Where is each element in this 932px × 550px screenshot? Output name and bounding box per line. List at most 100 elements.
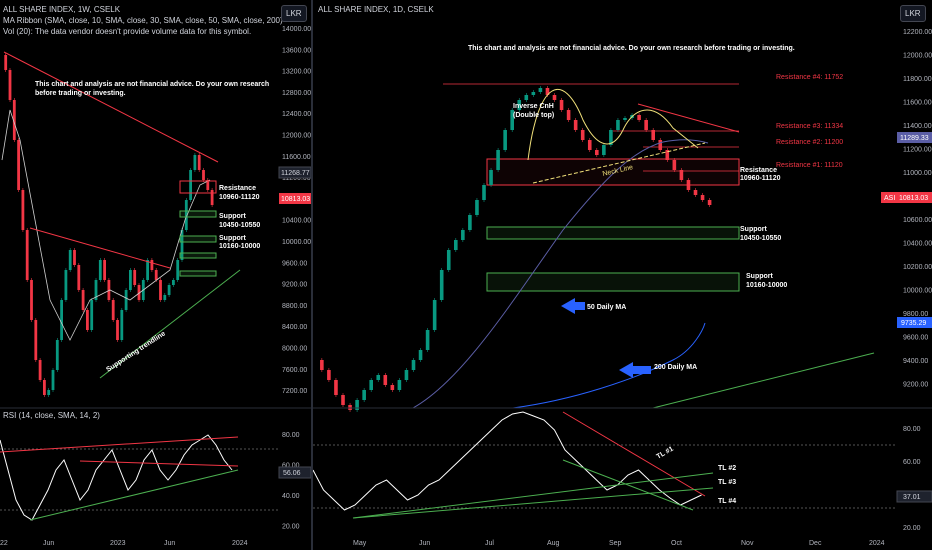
weekly-rsi-legend: RSI (14, close, SMA, 14, 2) xyxy=(3,411,100,420)
daily-resistance-zone[interactable] xyxy=(486,158,740,186)
candle-body xyxy=(120,310,124,340)
daily-50ma-label: 50 Daily MA xyxy=(587,304,626,311)
candle-body xyxy=(665,150,670,160)
candle-body xyxy=(133,270,137,285)
weekly-price-badge-1: 11268.77 xyxy=(281,170,310,177)
daily-rsi-tl2[interactable] xyxy=(352,472,714,519)
candle-body xyxy=(482,185,486,200)
daily-neckline[interactable] xyxy=(532,142,706,184)
candle-body xyxy=(116,320,119,340)
candle-body xyxy=(573,120,578,130)
candle-body xyxy=(30,280,33,320)
price-tick: 11000.00 xyxy=(903,170,932,177)
candle-body xyxy=(4,55,8,70)
candle-body xyxy=(17,140,20,190)
weekly-rsi-support[interactable] xyxy=(29,469,239,521)
candle-body xyxy=(197,155,201,170)
weekly-resistance-zone[interactable] xyxy=(179,180,217,194)
daily-rsi-tl1[interactable] xyxy=(562,411,706,497)
daily-support1-range: 10450-10550 xyxy=(740,235,781,242)
daily-cup-arc[interactable] xyxy=(527,89,699,161)
candle-body xyxy=(103,260,106,280)
price-tick: 11200.00 xyxy=(282,175,311,182)
candle-body xyxy=(602,145,606,155)
candle-body xyxy=(686,180,691,190)
time-tick: Aug xyxy=(547,540,560,547)
weekly-support2-label: Support xyxy=(219,235,246,242)
weekly-chart-svg[interactable]: 14000.00 13600.00 13200.00 12800.00 12400.00… xyxy=(0,0,311,550)
time-tick: Jun xyxy=(419,540,430,547)
daily-support-zone-1[interactable] xyxy=(486,226,740,240)
daily-chart-svg[interactable]: 12200.00 12000.00 11800.00 11600.00 11400.00… xyxy=(313,0,932,550)
candle-body xyxy=(679,170,684,180)
time-tick: Sep xyxy=(609,540,622,547)
weekly-price-badge-2: 10813.03 xyxy=(281,196,310,203)
price-tick: 9600.00 xyxy=(903,335,928,342)
daily-upper-trendline[interactable] xyxy=(637,103,740,133)
weekly-disclaimer-line1: This chart and analysis are not financia… xyxy=(35,81,269,88)
candle-body xyxy=(489,170,493,185)
weekly-support2-range: 10160-10000 xyxy=(219,243,260,250)
candle-body xyxy=(55,340,59,370)
candle-body xyxy=(129,270,132,290)
weekly-currency-button[interactable]: LKR xyxy=(281,5,307,22)
price-tick: 11600.00 xyxy=(903,100,932,107)
weekly-rsi-resistance-2[interactable] xyxy=(79,460,239,467)
weekly-rsi-line xyxy=(0,434,233,521)
candle-body xyxy=(167,285,171,295)
weekly-support-trendline[interactable] xyxy=(99,269,241,379)
candle-body xyxy=(34,320,38,360)
price-tick: 60.00 xyxy=(903,459,921,466)
candle-body xyxy=(90,300,94,330)
weekly-chart-pane[interactable]: 14000.00 13600.00 13200.00 12800.00 12400.00… xyxy=(0,0,311,550)
time-tick: Nov xyxy=(741,540,754,547)
daily-rsi-tl4[interactable] xyxy=(562,459,694,511)
weekly-support-zone-2[interactable] xyxy=(179,235,217,243)
candle-body xyxy=(25,230,29,280)
candle-body xyxy=(580,130,585,140)
candle-body xyxy=(12,100,16,140)
daily-rsi-tl3[interactable] xyxy=(352,487,714,519)
price-tick: 9800.00 xyxy=(903,311,928,318)
candle-body xyxy=(496,150,500,170)
daily-200ma-line[interactable] xyxy=(512,322,706,409)
weekly-rsi-resistance-1[interactable] xyxy=(0,436,239,453)
weekly-resistance-label: Resistance xyxy=(219,185,256,192)
price-tick: 11400.00 xyxy=(903,123,932,130)
daily-currency-button[interactable]: LKR xyxy=(900,5,926,22)
daily-200ma-label: 200 Daily MA xyxy=(654,364,697,371)
daily-rsi-line xyxy=(313,411,702,511)
candle-body xyxy=(60,300,63,340)
candle-body xyxy=(432,300,437,330)
weekly-ma-line xyxy=(1,109,211,341)
weekly-volume-legend: Vol (20): The data vendor doesn't provid… xyxy=(3,27,252,36)
price-tick: 12800.00 xyxy=(282,90,311,97)
candle-body xyxy=(210,190,214,205)
pane-divider[interactable] xyxy=(311,0,313,550)
candle-body xyxy=(707,200,712,205)
weekly-downtrend-line[interactable] xyxy=(29,227,171,269)
daily-ma-badge-bg xyxy=(897,132,932,143)
candle-body xyxy=(637,115,641,120)
daily-rsi-badge-bg xyxy=(896,490,932,503)
weekly-resistance-trendline[interactable] xyxy=(3,51,219,163)
daily-rsi-tl2-label: TL #2 xyxy=(718,465,736,472)
weekly-support-zone-3[interactable] xyxy=(179,252,217,259)
daily-50ma-line[interactable] xyxy=(412,139,709,409)
candle-body xyxy=(73,250,76,265)
weekly-support-zone-1[interactable] xyxy=(179,210,217,218)
time-tick: Jun xyxy=(164,540,175,547)
daily-support-zone-2[interactable] xyxy=(486,272,740,292)
daily-support2-range: 10160-10000 xyxy=(746,282,787,289)
weekly-rsi-badge-bg xyxy=(278,466,311,479)
daily-chart-pane[interactable]: 12200.00 12000.00 11800.00 11600.00 11400.00… xyxy=(313,0,932,550)
weekly-support-zone-4[interactable] xyxy=(179,270,217,277)
weekly-price-axis: 14000.00 13600.00 13200.00 12800.00 12400.00… xyxy=(282,26,311,395)
time-tick: 2024 xyxy=(232,540,248,547)
price-tick: 11600.00 xyxy=(282,154,311,161)
price-tick: 10400.00 xyxy=(282,218,311,225)
weekly-trendline-label: Supporting trendline xyxy=(105,330,167,373)
candle-body xyxy=(77,265,81,290)
time-tick: May xyxy=(353,540,367,547)
daily-long-trendline[interactable] xyxy=(652,352,875,409)
